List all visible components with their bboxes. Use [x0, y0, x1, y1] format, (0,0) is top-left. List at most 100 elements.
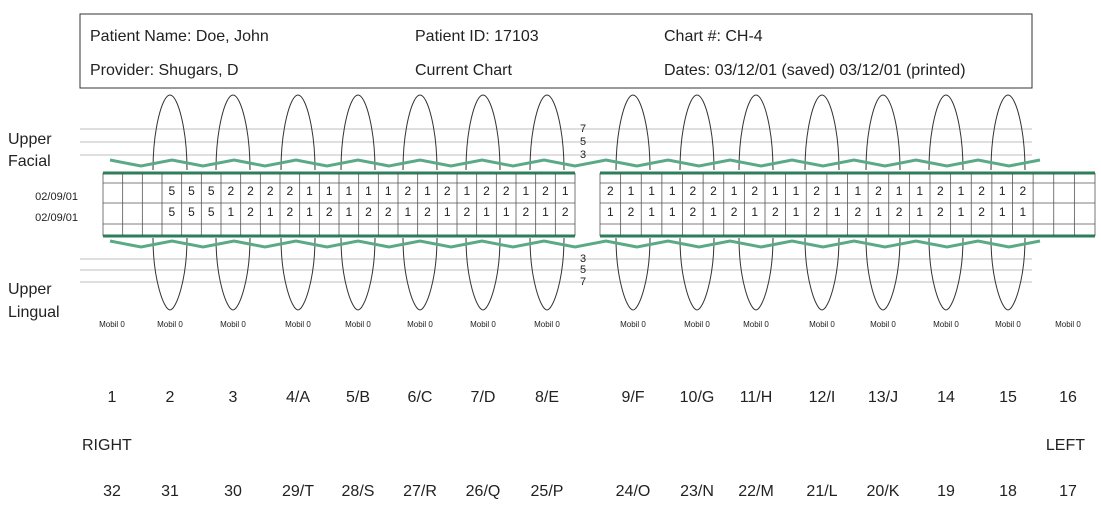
probe-depth: 1 — [326, 184, 333, 198]
probe-depth: 2 — [385, 205, 392, 219]
probe-depth: 1 — [772, 184, 779, 198]
scale-label: 7 — [580, 276, 586, 288]
scale-label: 5 — [580, 264, 586, 276]
mobility-label: Mobil 0 — [620, 320, 646, 329]
probe-depth: 2 — [227, 184, 234, 198]
tooth-number: 2 — [166, 389, 175, 406]
chart-number: Chart #: CH-4 — [664, 28, 763, 45]
probe-depth: 5 — [188, 184, 195, 198]
probe-depth: 1 — [648, 184, 655, 198]
tooth-outline — [340, 94, 376, 171]
tooth-outline — [615, 237, 651, 311]
probe-depth: 1 — [345, 184, 352, 198]
probe-depth: 1 — [562, 184, 569, 198]
probe-depth: 2 — [813, 184, 820, 198]
probe-depth: 1 — [834, 205, 841, 219]
patient-id: Patient ID: 17103 — [415, 28, 539, 45]
tooth-outline — [990, 94, 1026, 171]
probe-depth: 5 — [188, 205, 195, 219]
probe-depth: 2 — [937, 205, 944, 219]
probe-depth: 5 — [208, 184, 215, 198]
tooth-outline — [215, 237, 251, 311]
probe-depth: 2 — [689, 184, 696, 198]
probe-depth: 2 — [365, 205, 372, 219]
tooth-number: 26/Q — [466, 483, 501, 500]
tooth-outline — [465, 94, 501, 171]
probe-depth: 2 — [267, 184, 274, 198]
probe-depth: 1 — [227, 205, 234, 219]
exam-date: 02/09/01 — [35, 212, 78, 224]
probe-depth: 1 — [854, 184, 861, 198]
tooth-outline — [529, 94, 565, 171]
tooth-number: 24/O — [616, 483, 651, 500]
tooth-number: 3 — [229, 389, 238, 406]
tooth-outline — [152, 94, 188, 171]
probe-depth: 2 — [444, 184, 451, 198]
probe-depth: 2 — [896, 205, 903, 219]
probe-depth: 1 — [628, 184, 635, 198]
probe-depth: 1 — [999, 184, 1006, 198]
probe-depth: 1 — [916, 205, 923, 219]
tooth-outline — [738, 237, 774, 311]
tooth-outline — [928, 237, 964, 311]
probe-depth: 1 — [267, 205, 274, 219]
scale-label: 5 — [580, 136, 586, 148]
tooth-number: 11/H — [740, 389, 773, 406]
tooth-number: 29/T — [282, 483, 314, 500]
probe-depth: 1 — [365, 184, 372, 198]
probe-depth: 1 — [916, 184, 923, 198]
probe-depth: 1 — [444, 205, 451, 219]
provider: Provider: Shugars, D — [90, 62, 239, 79]
probe-depth: 1 — [793, 184, 800, 198]
tooth-outline — [804, 237, 840, 311]
tooth-number: 18 — [999, 483, 1017, 500]
probe-depth: 2 — [286, 184, 293, 198]
mobility-label: Mobil 0 — [809, 320, 835, 329]
tooth-outline — [402, 94, 438, 171]
probe-depth: 1 — [751, 205, 758, 219]
tooth-number: 19 — [937, 483, 955, 500]
tooth-number: 13/J — [868, 389, 898, 406]
tooth-outline — [990, 237, 1026, 311]
probe-depth: 1 — [731, 184, 738, 198]
probe-depth: 2 — [286, 205, 293, 219]
patient-name: Patient Name: Doe, John — [90, 28, 269, 45]
gingival-line — [109, 158, 1041, 168]
probe-depth: 2 — [542, 184, 549, 198]
probe-depth: 2 — [522, 205, 529, 219]
probe-depth: 2 — [937, 184, 944, 198]
tooth-number: 5/B — [346, 389, 370, 406]
tooth-outline — [928, 94, 964, 171]
mobility-label: Mobil 0 — [470, 320, 496, 329]
probe-depth: 1 — [1019, 205, 1026, 219]
tooth-number: 31 — [161, 483, 179, 500]
probe-depth: 1 — [793, 205, 800, 219]
tooth-outline — [738, 94, 774, 171]
tooth-number: 6/C — [408, 389, 433, 406]
probe-depth: 1 — [896, 184, 903, 198]
exam-date: 02/09/01 — [35, 191, 78, 203]
probe-depth: 1 — [404, 205, 411, 219]
tooth-number: 15 — [999, 389, 1017, 406]
probe-depth: 1 — [424, 184, 431, 198]
tooth-number: 7/D — [471, 389, 496, 406]
tooth-number: 8/E — [535, 389, 559, 406]
mobility-label: Mobil 0 — [220, 320, 246, 329]
mobility-label: Mobil 0 — [157, 320, 183, 329]
tooth-number: 28/S — [342, 483, 375, 500]
tooth-outline — [402, 237, 438, 311]
tooth-outline — [529, 237, 565, 311]
side-label: Lingual — [8, 304, 60, 321]
probe-depth: 2 — [978, 184, 985, 198]
chart-kind: Current Chart — [415, 62, 512, 79]
tooth-number: 25/P — [531, 483, 564, 500]
side-label: Facial — [8, 153, 51, 170]
probe-depth: 5 — [208, 205, 215, 219]
probe-depth: 2 — [710, 184, 717, 198]
probe-depth: 1 — [648, 205, 655, 219]
tooth-number: 30 — [224, 483, 242, 500]
tooth-number: 20/K — [867, 483, 900, 500]
probe-depth: 2 — [813, 205, 820, 219]
tooth-outline — [679, 237, 715, 311]
probe-depth: 2 — [628, 205, 635, 219]
